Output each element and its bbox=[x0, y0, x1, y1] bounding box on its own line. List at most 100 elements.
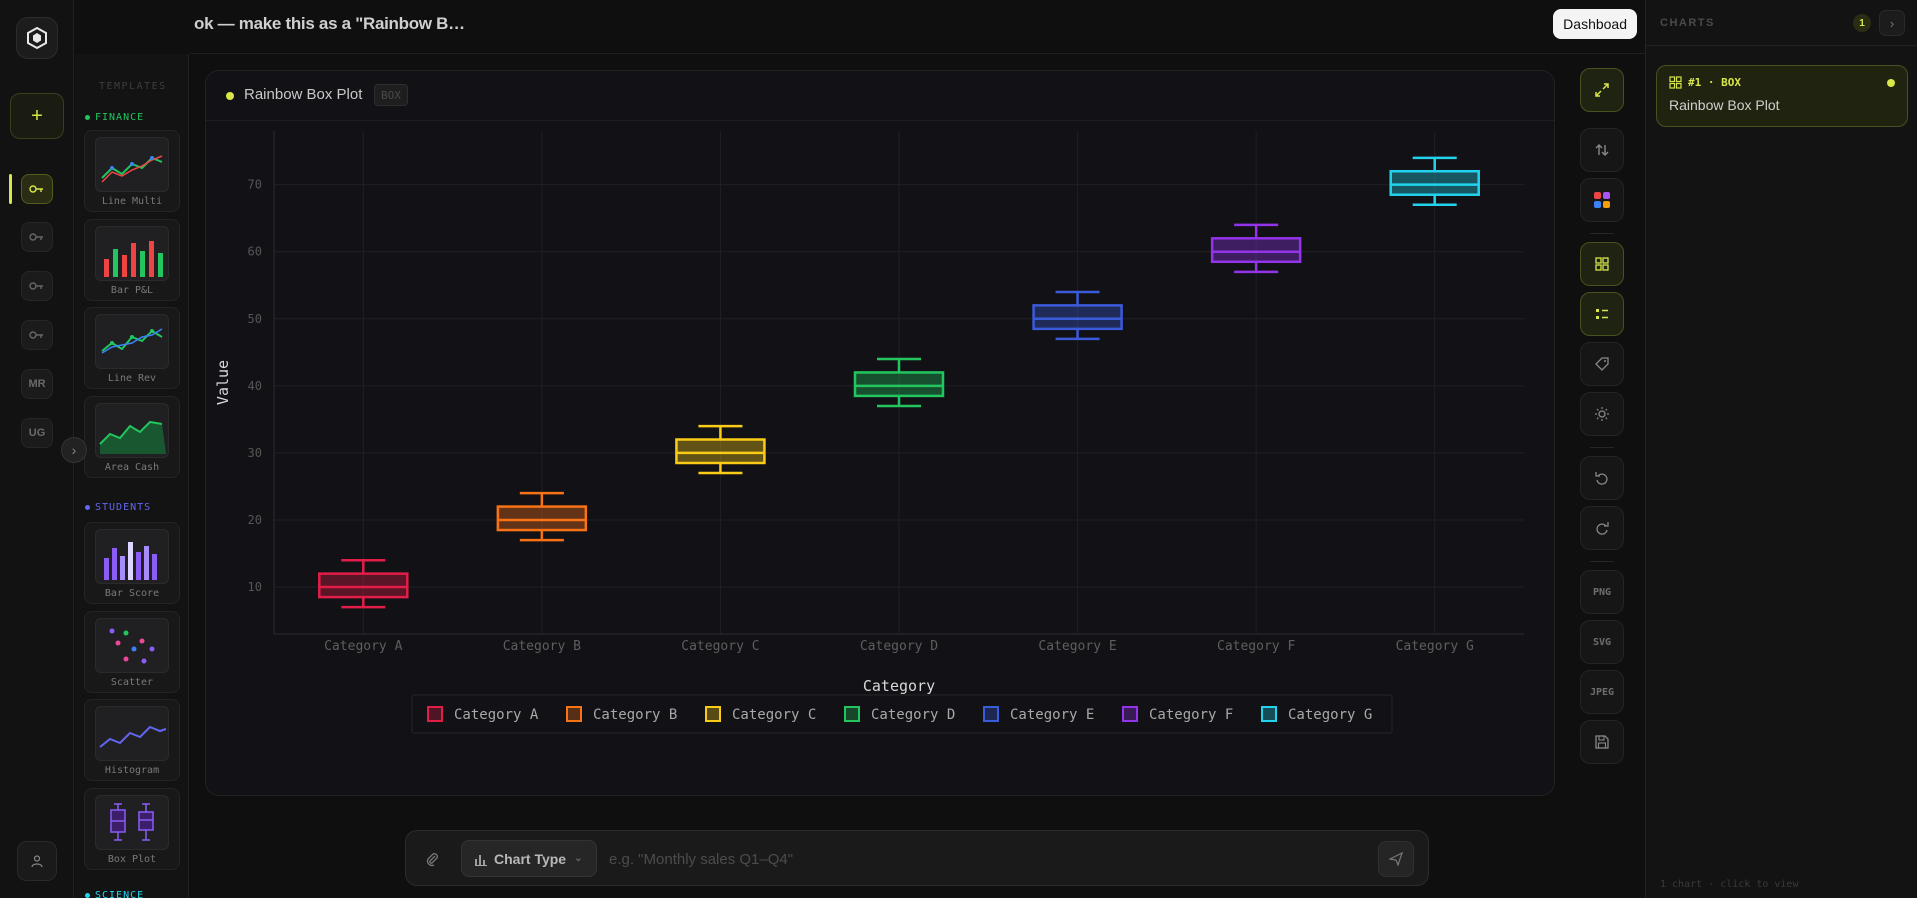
legend-item[interactable]: Category D bbox=[844, 706, 955, 723]
send-button[interactable] bbox=[1378, 841, 1414, 877]
iqr-box bbox=[675, 438, 766, 465]
x-axis-title: Category bbox=[863, 677, 935, 695]
template-thumbnail bbox=[95, 403, 169, 458]
group-dot bbox=[85, 115, 90, 120]
group-name: SCIENCE bbox=[95, 890, 145, 898]
rail-item[interactable]: UG bbox=[21, 418, 53, 448]
chart-title: Rainbow Box Plot bbox=[244, 86, 363, 103]
box-plot-template[interactable]: Box Plot bbox=[84, 788, 180, 870]
fullscreen-button[interactable] bbox=[1580, 68, 1624, 112]
chart-count-badge: 1 bbox=[1853, 14, 1871, 32]
legend-label: Category E bbox=[1010, 707, 1094, 723]
x-tick-label: Category C bbox=[681, 639, 759, 654]
collapse-panel-button[interactable]: › bbox=[1879, 10, 1905, 36]
theme-button[interactable] bbox=[1580, 392, 1624, 436]
save-button[interactable] bbox=[1580, 720, 1624, 764]
box-category-c[interactable] bbox=[675, 424, 766, 475]
legend-item[interactable]: Category F bbox=[1122, 706, 1233, 723]
rail-item[interactable] bbox=[21, 271, 53, 301]
template-group-heading: STUDENTS bbox=[85, 502, 151, 513]
box-category-f[interactable] bbox=[1210, 223, 1302, 274]
x-tick-label: Category A bbox=[324, 639, 402, 654]
chart-type-label: Chart Type bbox=[494, 850, 567, 867]
area-cash-template[interactable]: Area Cash bbox=[84, 396, 180, 478]
export-svg-button[interactable]: SVG bbox=[1580, 620, 1624, 664]
y-tick-label: 40 bbox=[248, 379, 262, 393]
rail-item[interactable]: MR bbox=[21, 369, 53, 399]
box-category-g[interactable] bbox=[1389, 156, 1480, 207]
chart-status-dot bbox=[226, 92, 234, 100]
toolbar-divider bbox=[1590, 233, 1614, 234]
export-png-button[interactable]: PNG bbox=[1580, 570, 1624, 614]
x-tick-label: Category E bbox=[1038, 639, 1116, 654]
y-tick-label: 60 bbox=[248, 245, 262, 259]
template-label: Histogram bbox=[104, 765, 160, 776]
rail-item[interactable] bbox=[21, 222, 53, 252]
iqr-box bbox=[496, 505, 588, 532]
legend-swatch bbox=[844, 706, 860, 722]
template-label: Area Cash bbox=[104, 462, 160, 473]
rail-item-label: MR bbox=[28, 378, 46, 390]
legend-toggle-button[interactable] bbox=[1580, 292, 1624, 336]
box-category-e[interactable] bbox=[1032, 290, 1123, 341]
chart-list-item[interactable]: #1 · BOX Rainbow Box Plot bbox=[1656, 65, 1908, 127]
title-bar: ok — make this as a "Rainbow B… Dashboad bbox=[190, 0, 1645, 54]
grid-toggle-button[interactable] bbox=[1580, 242, 1624, 286]
legend-item[interactable]: Category E bbox=[983, 706, 1094, 723]
template-thumbnail bbox=[95, 314, 169, 369]
box-plot-chart: 10 20 30 40 50 60 70 Category A Category B Catego… bbox=[214, 131, 1524, 734]
template-label: Box Plot bbox=[107, 854, 157, 865]
prompt-input[interactable] bbox=[601, 841, 1361, 877]
redo-button[interactable] bbox=[1580, 506, 1624, 550]
new-chat-button[interactable]: + bbox=[10, 93, 64, 139]
grid-icon bbox=[1669, 76, 1682, 89]
scatter-template[interactable]: Scatter bbox=[84, 611, 180, 693]
rail-item[interactable] bbox=[21, 320, 53, 350]
charts-panel: CHARTS 1 › #1 · BOX Rainbow Box Plot 1 c… bbox=[1645, 0, 1917, 898]
swap-axes-button[interactable] bbox=[1580, 128, 1624, 172]
x-tick-label: Category B bbox=[503, 639, 581, 654]
group-dot bbox=[85, 505, 90, 510]
legend-icon bbox=[1596, 309, 1608, 319]
palette-icon bbox=[1594, 192, 1610, 208]
chevron-right-icon: › bbox=[1889, 15, 1895, 31]
bar-score-template[interactable]: Bar Score bbox=[84, 522, 180, 604]
toolbar-divider bbox=[1590, 447, 1614, 448]
app-logo[interactable] bbox=[16, 17, 58, 59]
expand-sidebar-button[interactable]: › bbox=[61, 437, 87, 463]
grid-icon bbox=[1595, 257, 1609, 271]
legend-label: Category C bbox=[732, 707, 816, 723]
key-icon bbox=[29, 185, 43, 193]
legend-label: Category A bbox=[454, 707, 539, 723]
box-category-b[interactable] bbox=[496, 491, 588, 542]
bar-pl-template[interactable]: Bar P&L bbox=[84, 219, 180, 301]
group-dot bbox=[85, 893, 90, 898]
plus-icon: + bbox=[31, 104, 43, 127]
dashboard-button[interactable]: Dashboad bbox=[1553, 9, 1637, 39]
legend-item[interactable]: Category G bbox=[1261, 706, 1372, 723]
labels-button[interactable] bbox=[1580, 342, 1624, 386]
legend-label: Category B bbox=[593, 707, 677, 723]
box-category-a[interactable] bbox=[318, 558, 409, 609]
attach-button[interactable] bbox=[420, 847, 444, 871]
legend-item[interactable]: Category A bbox=[427, 706, 539, 723]
color-palette-button[interactable] bbox=[1580, 178, 1624, 222]
undo-button[interactable] bbox=[1580, 456, 1624, 500]
bar-chart-icon bbox=[475, 854, 487, 866]
line-rev-template[interactable]: Line Rev bbox=[84, 307, 180, 389]
key-icon bbox=[29, 233, 43, 241]
box-category-d[interactable] bbox=[853, 357, 945, 408]
histogram-template[interactable]: Histogram bbox=[84, 699, 180, 781]
line-multi-template[interactable]: Line Multi bbox=[84, 130, 180, 212]
group-name: FINANCE bbox=[95, 112, 145, 123]
y-tick-label: 20 bbox=[248, 513, 262, 527]
export-jpeg-button[interactable]: JPEG bbox=[1580, 670, 1624, 714]
user-profile-button[interactable] bbox=[17, 841, 57, 881]
legend-item[interactable]: Category C bbox=[705, 706, 816, 723]
legend-label: Category D bbox=[871, 707, 955, 723]
legend-box bbox=[411, 694, 1393, 734]
rail-item[interactable] bbox=[21, 174, 53, 204]
legend-item[interactable]: Category B bbox=[566, 706, 677, 723]
chart-type-select[interactable]: Chart Type ⌄ bbox=[461, 840, 598, 877]
logo-icon bbox=[27, 26, 47, 50]
